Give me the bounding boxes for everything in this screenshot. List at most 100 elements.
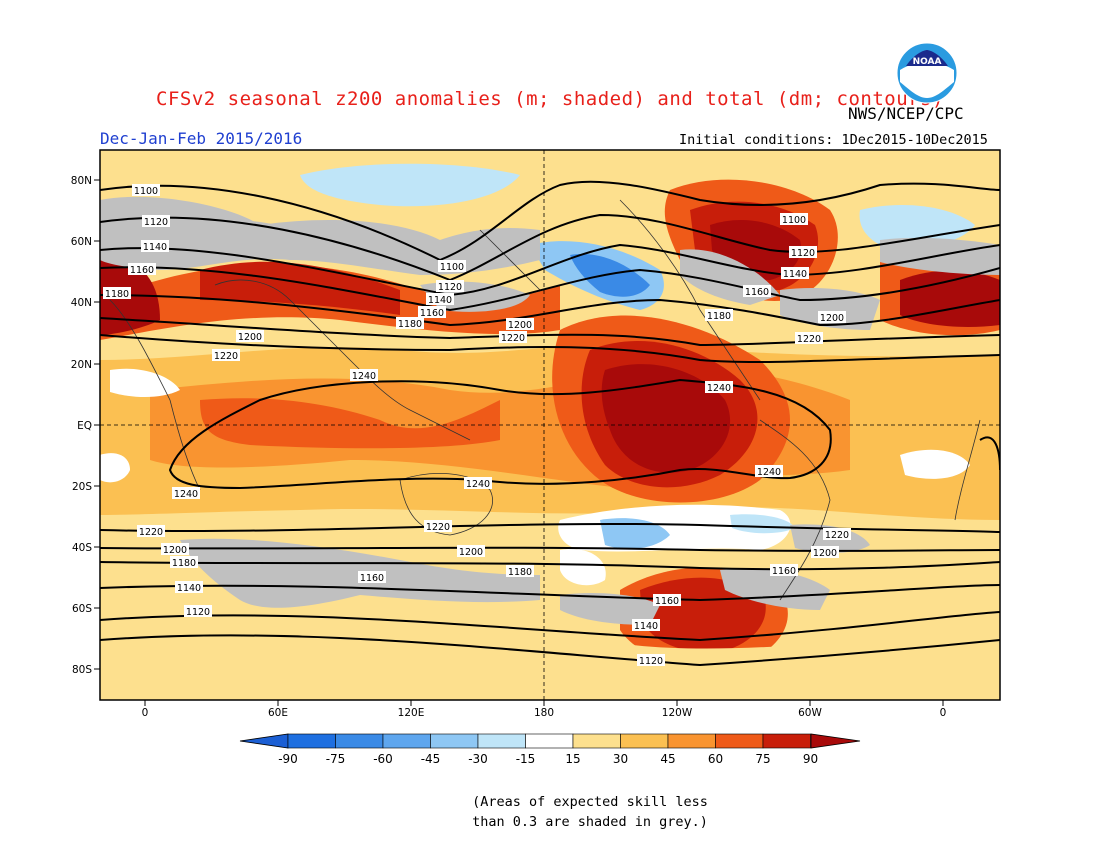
svg-text:1140: 1140 — [783, 269, 807, 280]
colorbar-tick-label: -45 — [421, 752, 441, 766]
svg-text:1160: 1160 — [420, 308, 444, 319]
contour-label: 1160 — [770, 564, 798, 577]
initial-conditions-label: Initial conditions: 1Dec2015-10Dec2015 — [679, 132, 988, 148]
contour-label: 1100 — [438, 260, 466, 273]
contour-label: 1140 — [426, 293, 454, 306]
lon-label: 120W — [662, 707, 693, 719]
contour-label: 1200 — [236, 330, 264, 343]
lon-label: 0 — [940, 707, 947, 719]
contour-label: 1140 — [141, 240, 169, 253]
season-label: Dec-Jan-Feb 2015/2016 — [100, 129, 303, 148]
svg-text:1180: 1180 — [508, 567, 532, 578]
svg-text:1160: 1160 — [745, 287, 769, 298]
lon-label: 180 — [534, 707, 554, 719]
contour-label: 1220 — [137, 525, 165, 538]
lon-label: 60W — [798, 707, 822, 719]
contour-label: 1160 — [743, 285, 771, 298]
svg-text:1120: 1120 — [791, 248, 815, 259]
map-title: CFSv2 seasonal z200 anomalies (m; shaded… — [156, 88, 944, 110]
contour-label: 1120 — [184, 605, 212, 618]
svg-text:1180: 1180 — [172, 558, 196, 569]
svg-text:1200: 1200 — [813, 548, 837, 559]
lat-label: 40S — [72, 542, 92, 554]
contour-label: 1140 — [781, 267, 809, 280]
contour-label: 1100 — [132, 184, 160, 197]
svg-text:1140: 1140 — [143, 242, 167, 253]
svg-text:1120: 1120 — [186, 607, 210, 618]
contour-label: 1200 — [811, 546, 839, 559]
contour-label: 1240 — [172, 487, 200, 500]
lat-label: 80S — [72, 664, 92, 676]
contour-label: 1200 — [457, 545, 485, 558]
colorbar-cell — [762, 733, 811, 749]
colorbar-tick-label: -90 — [278, 752, 298, 766]
colorbar-tick-label: 90 — [803, 752, 818, 766]
colorbar-cell — [667, 733, 716, 749]
lat-label: 60N — [71, 236, 92, 248]
svg-text:1220: 1220 — [426, 522, 450, 533]
colorbar-end-high — [810, 733, 861, 749]
svg-text:1140: 1140 — [634, 621, 658, 632]
contour-label: 1140 — [632, 619, 660, 632]
colorbar-tick-label: 75 — [755, 752, 770, 766]
colorbar-cell — [477, 733, 526, 749]
svg-text:1240: 1240 — [707, 383, 731, 394]
colorbar-tick-label: 30 — [613, 752, 628, 766]
colorbar: -90 -75 -60 -45 -30 -15 15 30 45 60 75 90 — [239, 733, 861, 766]
colorbar-tick-label: -15 — [516, 752, 536, 766]
colorbar-end-low — [239, 733, 289, 749]
colorbar-tick-label: -30 — [468, 752, 488, 766]
longitude-axis: 0 60E 120E 180 120W 60W 0 — [142, 700, 947, 719]
svg-text:1240: 1240 — [174, 489, 198, 500]
svg-text:1140: 1140 — [177, 583, 201, 594]
svg-text:1220: 1220 — [501, 333, 525, 344]
svg-text:1220: 1220 — [214, 351, 238, 362]
colorbar-cell — [287, 733, 336, 749]
svg-text:1200: 1200 — [820, 313, 844, 324]
contour-label: 1200 — [506, 318, 534, 331]
svg-text:1200: 1200 — [459, 547, 483, 558]
contour-label: 1220 — [499, 331, 527, 344]
colorbar-tick-label: 45 — [660, 752, 675, 766]
contour-label: 1180 — [103, 287, 131, 300]
lat-label: 20S — [72, 481, 92, 493]
lat-label: 20N — [71, 359, 92, 371]
contour-label: 1200 — [161, 543, 189, 556]
lat-label: EQ — [77, 420, 92, 432]
svg-text:1100: 1100 — [134, 186, 158, 197]
svg-text:1220: 1220 — [797, 334, 821, 345]
svg-text:1200: 1200 — [238, 332, 262, 343]
latitude-axis: 80N 60N 40N 20N EQ 20S 40S 60S 80S — [71, 175, 100, 676]
svg-text:NOAA: NOAA — [913, 57, 942, 67]
skill-note: (Areas of expected skill less than 0.3 a… — [472, 794, 708, 830]
colorbar-tick-label: 15 — [565, 752, 580, 766]
colorbar-cell — [382, 733, 431, 749]
contour-labels: 1100 1100 1100 1120 1120 1120 1140 1140 … — [103, 184, 851, 667]
contour-label: 1120 — [436, 280, 464, 293]
colorbar-tick-label: -75 — [326, 752, 346, 766]
svg-text:1180: 1180 — [707, 311, 731, 322]
colorbar-tick-label: 60 — [708, 752, 723, 766]
svg-text:1220: 1220 — [139, 527, 163, 538]
svg-text:1160: 1160 — [772, 566, 796, 577]
contour-label: 1220 — [212, 349, 240, 362]
svg-text:1160: 1160 — [360, 573, 384, 584]
contour-label: 1240 — [464, 477, 492, 490]
contour-label: 1180 — [705, 309, 733, 322]
colorbar-cell — [620, 733, 669, 749]
colorbar-cell — [525, 733, 574, 749]
coastlines — [109, 199, 981, 601]
svg-text:1180: 1180 — [105, 289, 129, 300]
svg-text:1120: 1120 — [639, 656, 663, 667]
contour-label: 1140 — [175, 581, 203, 594]
contour-label: 1220 — [424, 520, 452, 533]
colorbar-cell — [335, 733, 384, 749]
lon-label: 60E — [268, 707, 288, 719]
contour-label: 1160 — [653, 594, 681, 607]
noaa-logo: NOAA — [896, 42, 958, 104]
colorbar-cell — [430, 733, 479, 749]
contour-label: 1160 — [358, 571, 386, 584]
contour-label: 1100 — [780, 213, 808, 226]
svg-text:1100: 1100 — [440, 262, 464, 273]
